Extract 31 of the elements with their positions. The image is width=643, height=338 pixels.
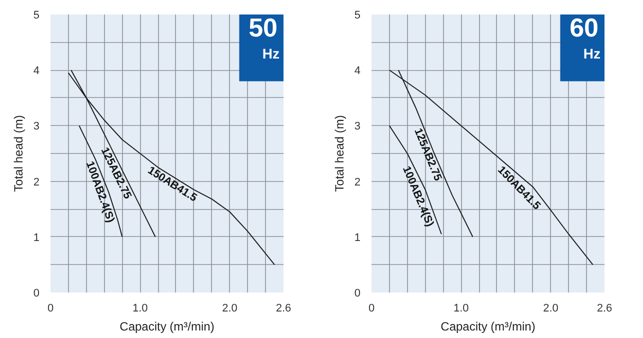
y-tick-label: 0 <box>33 288 40 300</box>
y-tick-label: 0 <box>354 288 361 300</box>
x-axis-title: Capacity (m³/min) <box>440 320 536 334</box>
x-tick-label: 2.6 <box>276 302 292 314</box>
x-tick-label: 2.0 <box>543 302 558 314</box>
y-tick-label: 5 <box>354 10 361 22</box>
y-axis-title: Total head (m) <box>11 115 26 192</box>
annotation: Hz <box>583 46 601 62</box>
x-tick-label: 2.6 <box>596 302 612 314</box>
y-tick-label: 5 <box>33 10 40 22</box>
y-tick-label: 3 <box>354 120 361 133</box>
x-tick-label: 0 <box>47 302 54 314</box>
annotation: Hz <box>262 46 280 62</box>
x-axis-title: Capacity (m³/min) <box>120 320 214 334</box>
y-tick-label: 1 <box>33 232 40 244</box>
x-tick-label: 1.0 <box>132 302 148 314</box>
y-tick-label: 4 <box>354 65 361 78</box>
annotation: 60 <box>570 12 598 42</box>
annotation: 50 <box>248 12 278 42</box>
x-tick-label: 0 <box>368 302 375 314</box>
x-tick-label: 2.0 <box>222 302 238 314</box>
line-series <box>388 70 594 266</box>
y-tick-label: 2 <box>33 176 40 188</box>
y-axis-title: Total head (m) <box>332 115 346 192</box>
x-tick-label: 1.0 <box>453 302 469 314</box>
y-tick-label: 4 <box>33 65 40 78</box>
y-tick-label: 2 <box>354 176 361 188</box>
y-tick-label: 3 <box>33 120 40 133</box>
line-series <box>68 72 276 266</box>
y-tick-label: 1 <box>354 232 361 244</box>
line-series <box>388 125 442 235</box>
